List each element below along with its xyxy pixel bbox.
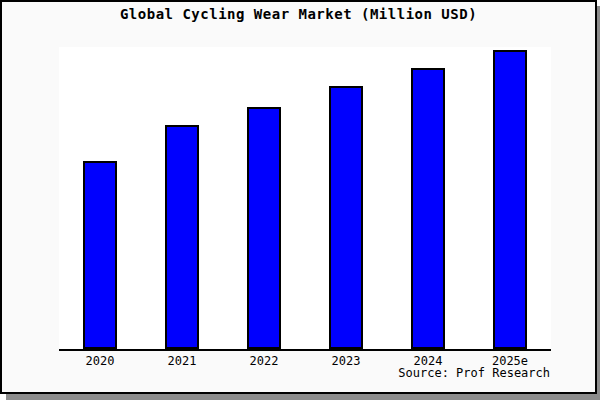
bar-2021 [165, 125, 199, 349]
bar-2020 [83, 161, 117, 349]
x-axis-label-2022: 2022 [223, 354, 305, 368]
bar-2023 [329, 86, 363, 349]
bar-2024 [411, 68, 445, 349]
bar-2025e [493, 50, 527, 349]
chart-title: Global Cycling Wear Market (Million USD) [0, 6, 597, 22]
bar-slot-2022 [223, 47, 305, 349]
bar-slot-2025e [469, 47, 551, 349]
plot-area [59, 47, 551, 351]
bar-slot-2020 [59, 47, 141, 349]
bar-slot-2021 [141, 47, 223, 349]
x-axis-label-2023: 2023 [305, 354, 387, 368]
chart-window: Global Cycling Wear Market (Million USD)… [0, 0, 600, 400]
source-note: Source: Prof Research [398, 366, 550, 380]
bars-row [59, 47, 551, 349]
bar-slot-2023 [305, 47, 387, 349]
bar-2022 [247, 107, 281, 349]
x-axis-label-2020: 2020 [59, 354, 141, 368]
x-axis-label-2021: 2021 [141, 354, 223, 368]
bar-slot-2024 [387, 47, 469, 349]
